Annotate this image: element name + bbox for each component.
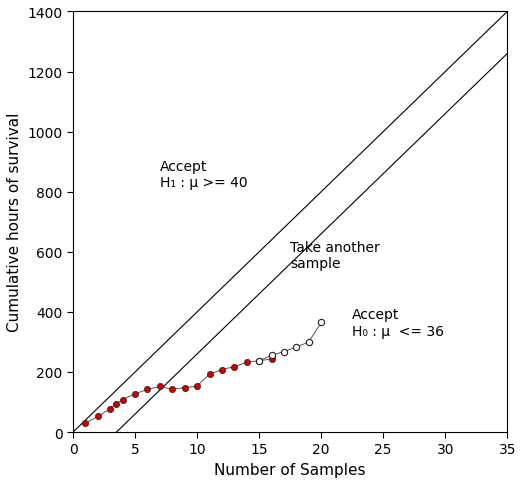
Text: Accept
H₁ : μ >= 40: Accept H₁ : μ >= 40 — [160, 159, 247, 189]
Text: Take another
sample: Take another sample — [290, 240, 380, 271]
Text: Accept
H₀ : μ  <= 36: Accept H₀ : μ <= 36 — [352, 308, 444, 338]
Y-axis label: Cumulative hours of survival: Cumulative hours of survival — [7, 113, 22, 332]
X-axis label: Number of Samples: Number of Samples — [214, 462, 366, 477]
